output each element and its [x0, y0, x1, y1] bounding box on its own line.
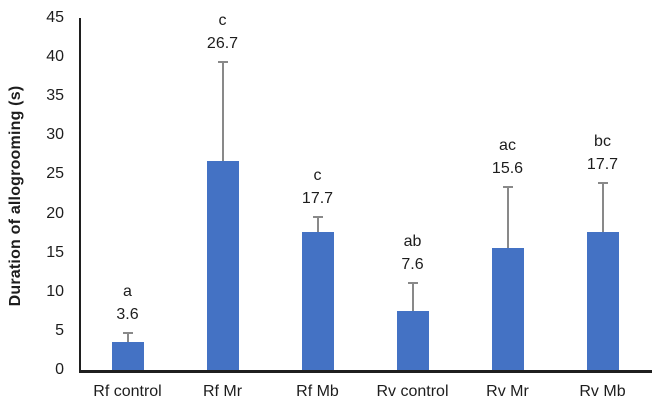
significance-letter: ac [499, 136, 516, 154]
value-label: 17.7 [301, 189, 334, 207]
value-label: 15.6 [491, 159, 524, 177]
bar-rf-control [111, 341, 144, 370]
value-label: 17.7 [586, 156, 619, 174]
y-tick-label-40: 40 [46, 48, 64, 66]
value-label: 26.7 [206, 34, 239, 52]
error-bar-rf-mb [316, 216, 319, 232]
y-tick-label-15: 15 [46, 243, 64, 261]
error-bar-rv-mb [601, 183, 604, 232]
x-category-label-rv-mb: Rv Mb [579, 383, 626, 400]
error-bar-cap-rv-mr [502, 185, 513, 188]
bar-rv-mb [586, 231, 619, 370]
bar-rv-control [396, 310, 429, 370]
error-bar-cap-rf-control [122, 332, 133, 335]
error-bar-cap-rv-control [407, 282, 418, 285]
significance-letter: bc [594, 133, 611, 151]
error-bar-rv-control [411, 283, 414, 311]
bar-annotation-rv-mr: ac 15.6 [463, 134, 553, 180]
value-label: 3.6 [116, 306, 139, 324]
significance-letter: ab [403, 233, 422, 251]
bar-annotation-rf-mb: c 17.7 [273, 164, 363, 210]
value-label: 7.6 [401, 256, 424, 274]
error-bar-cap-rf-mr [217, 60, 228, 63]
error-bar-rf-mr [221, 61, 224, 162]
error-bar-cap-rv-mb [597, 182, 608, 185]
y-axis-title: Duration of allogrooming (s) [7, 85, 24, 307]
y-tick-label-20: 20 [46, 204, 64, 222]
y-tick-label-35: 35 [46, 87, 64, 105]
y-tick-label-0: 0 [55, 361, 64, 378]
bar-annotation-rf-mr: c 26.7 [178, 9, 268, 55]
bar-annotation-rf-control: a 3.6 [83, 280, 173, 326]
significance-letter: a [123, 283, 132, 301]
error-bar-cap-rf-mb [312, 215, 323, 218]
bar-rv-mr [491, 247, 524, 370]
y-tick-label-5: 5 [55, 321, 64, 339]
x-category-label-rv-mr: Rv Mr [486, 383, 529, 400]
x-category-label-rf-mb: Rf Mb [296, 383, 339, 400]
x-category-label-rv-control: Rv control [376, 383, 449, 400]
y-tick-label-45: 45 [46, 9, 64, 26]
error-bar-rv-mr [506, 186, 509, 248]
bar-rf-mb [301, 231, 334, 370]
x-category-label-rf-mr: Rf Mr [202, 383, 243, 400]
bar-rf-mr [206, 161, 239, 370]
significance-letter: c [218, 11, 227, 29]
bar-annotation-rv-control: ab 7.6 [368, 230, 458, 276]
x-category-label-rf-control: Rf control [93, 383, 162, 400]
plot-area [79, 18, 652, 373]
y-tick-label-10: 10 [46, 282, 64, 300]
y-tick-label-25: 25 [46, 165, 64, 183]
error-bar-rf-control [126, 333, 129, 342]
significance-letter: c [313, 166, 322, 184]
y-tick-label-30: 30 [46, 126, 64, 144]
bar-annotation-rv-mb: bc 17.7 [558, 130, 648, 176]
